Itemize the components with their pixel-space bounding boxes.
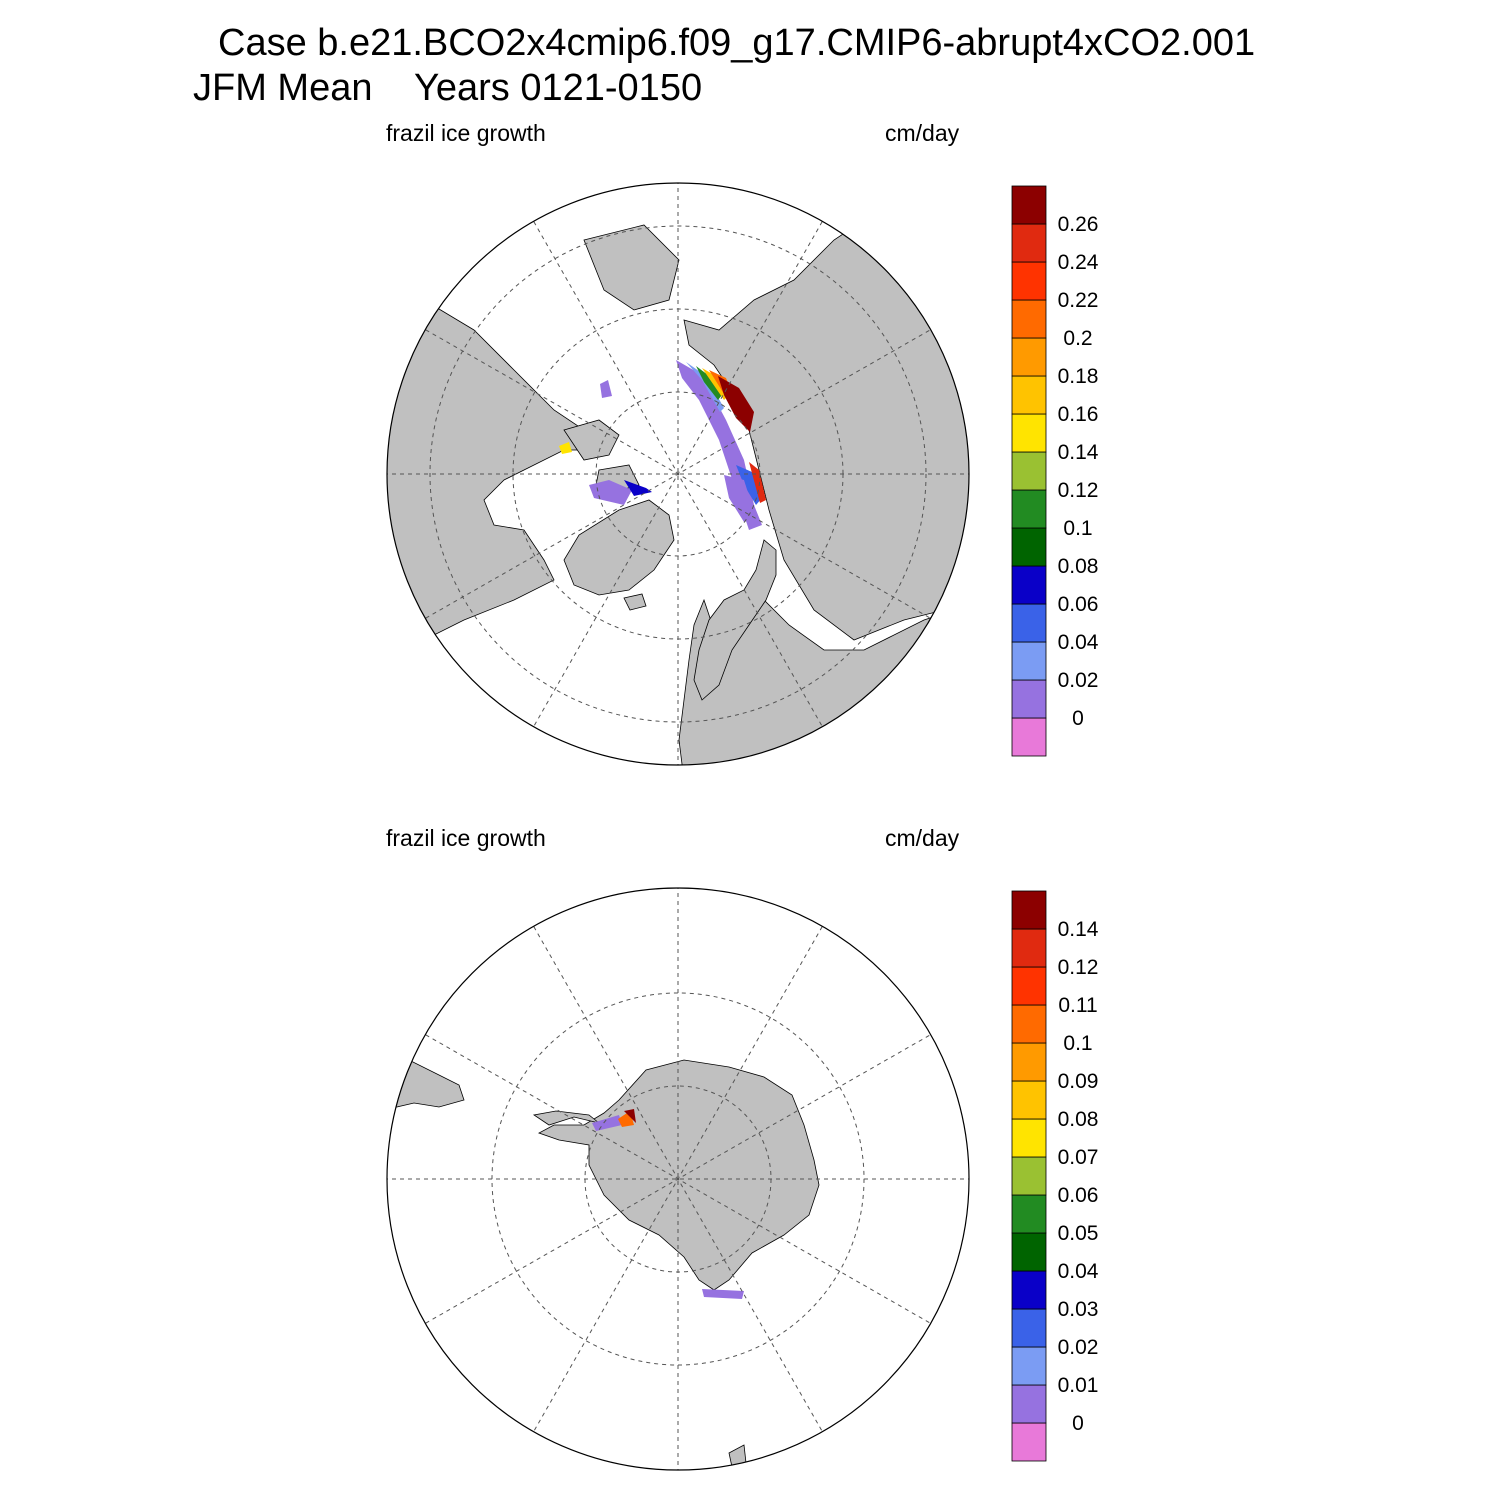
north-colorbar-box (1011, 299, 1047, 339)
canadian-archipelago (563, 419, 620, 461)
north-colorbar-label: 0.22 (1058, 289, 1099, 312)
south-colorbar-box (1011, 966, 1047, 1006)
south-map-border (386, 887, 970, 1471)
south-colorbar-label: 0.02 (1058, 1336, 1099, 1359)
south-colorbar-box (1011, 1156, 1047, 1196)
north-colorbar-label: 0.02 (1058, 669, 1099, 692)
south-colorbar-box (1011, 1232, 1047, 1272)
south-colorbar-label: 0.11 (1058, 994, 1097, 1017)
north-colorbar-box (1011, 717, 1047, 757)
north-colorbar-box (1011, 337, 1047, 377)
north-america-landmass (387, 279, 595, 651)
south-units-label: cm/day (885, 825, 960, 851)
south-colorbar-label: 0.05 (1058, 1222, 1099, 1245)
north-colorbar-label: 0.26 (1058, 213, 1099, 236)
north-colorbar-label: 0.04 (1058, 631, 1099, 654)
north-colorbar-label: 0.18 (1058, 365, 1099, 388)
north-map-border (386, 182, 970, 766)
north-frazil-shading (559, 360, 766, 530)
north-colorbar-box (1011, 489, 1047, 529)
south-colorbar-box (1011, 1270, 1047, 1310)
north-colorbar-box (1011, 413, 1047, 453)
north-colorbar-label: 0.12 (1058, 479, 1099, 502)
south-colorbar-label: 0.12 (1058, 956, 1099, 979)
north-colorbar-label: 0 (1072, 707, 1084, 730)
south-frazil-shading (592, 1109, 744, 1299)
north-colorbar-label: 0.08 (1058, 555, 1099, 578)
south-colorbar-box (1011, 890, 1047, 930)
north-colorbar-box (1011, 451, 1047, 491)
south-colorbar-label: 0.14 (1058, 918, 1099, 941)
south-colorbar-box (1011, 1422, 1047, 1462)
north-colorbar-box (1011, 641, 1047, 681)
south-colorbar-label: 0.07 (1058, 1146, 1099, 1169)
north-land (387, 209, 969, 765)
south-colorbar-box (1011, 1384, 1047, 1424)
south-colorbar-label: 0.08 (1058, 1108, 1099, 1131)
north-colorbar-box (1011, 261, 1047, 301)
south-graticule (387, 888, 969, 1470)
north-colorbar-label: 0.2 (1063, 327, 1092, 350)
south-colorbar-label: 0.06 (1058, 1184, 1099, 1207)
figure-title-season: JFM Mean Years 0121-0150 (193, 67, 703, 109)
south-colorbar-label: 0.01 (1058, 1374, 1099, 1397)
figure-title-case: Case b.e21.BCO2x4cmip6.f09_g17.CMIP6-abr… (218, 22, 1256, 64)
south-colorbar-label: 0.04 (1058, 1260, 1099, 1283)
south-colorbar-box (1011, 1118, 1047, 1158)
north-colorbar-label: 0.24 (1058, 251, 1099, 274)
south-colorbar-label: 0.1 (1063, 1032, 1092, 1055)
south-colorbar-label: 0 (1072, 1412, 1084, 1435)
greenland (563, 499, 675, 596)
north-colorbar-box (1011, 603, 1047, 643)
north-colorbar-box (1011, 223, 1047, 263)
north-colorbar-label: 0.06 (1058, 593, 1099, 616)
south-left-label: frazil ice growth (386, 825, 546, 851)
north-colorbar-box (1011, 565, 1047, 605)
north-colorbar: 0 0.02 0.04 0.06 0.08 0.1 0.12 0.14 0.16 0.18 0.2 0… (1011, 185, 1121, 758)
north-colorbar-box (1011, 527, 1047, 567)
north-graticule (387, 183, 969, 765)
south-colorbar-box (1011, 1004, 1047, 1044)
south-colorbar-box (1011, 928, 1047, 968)
north-colorbar-label: 0.1 (1063, 517, 1092, 540)
south-polar-map (384, 885, 972, 1473)
north-left-label: frazil ice growth (386, 120, 546, 146)
south-colorbar-box (1011, 1308, 1047, 1348)
north-colorbar-box (1011, 679, 1047, 719)
north-colorbar-label: 0.14 (1058, 441, 1099, 464)
south-colorbar-label: 0.03 (1058, 1298, 1099, 1321)
south-colorbar: 0 0.01 0.02 0.03 0.04 0.05 0.06 0.07 0.08 0.09 0.1… (1011, 890, 1121, 1463)
north-colorbar-box (1011, 375, 1047, 415)
scandinavia (693, 539, 777, 701)
south-land (387, 1059, 820, 1468)
south-colorbar-box (1011, 1346, 1047, 1386)
north-colorbar-box (1011, 185, 1047, 225)
iceland (623, 593, 647, 611)
north-polar-map (384, 180, 972, 768)
south-colorbar-box (1011, 1042, 1047, 1082)
north-colorbar-label: 0.16 (1058, 403, 1099, 426)
south-colorbar-label: 0.09 (1058, 1070, 1099, 1093)
antarctic-peninsula (532, 1110, 600, 1126)
south-colorbar-box (1011, 1194, 1047, 1234)
south-colorbar-box (1011, 1080, 1047, 1120)
north-units-label: cm/day (885, 120, 960, 146)
